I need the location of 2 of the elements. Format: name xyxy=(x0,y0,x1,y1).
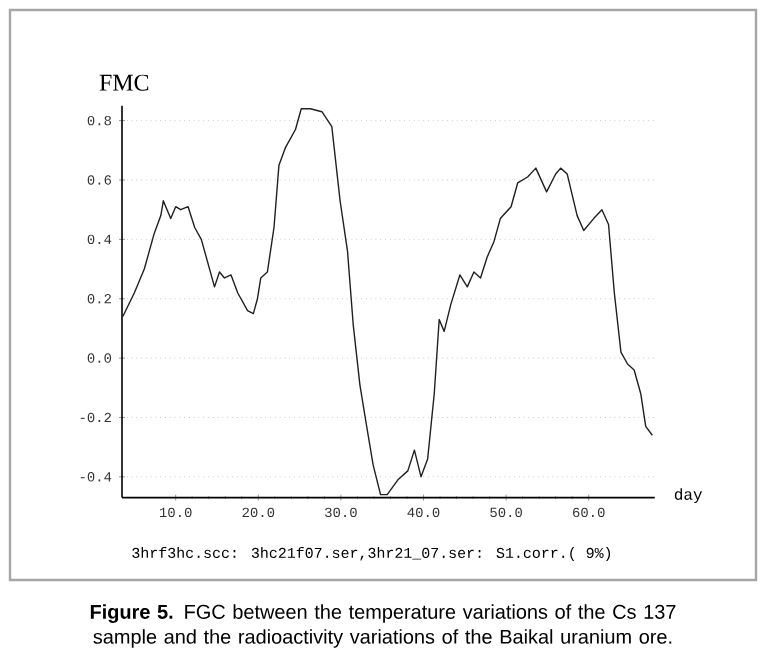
y-axis-title: FMC xyxy=(99,74,149,91)
text: Figure 5. FGC between the temperature variations of the Cs 137 sample and the radioactivity variations of the Baikal uranium ore. xyxy=(90,604,676,648)
